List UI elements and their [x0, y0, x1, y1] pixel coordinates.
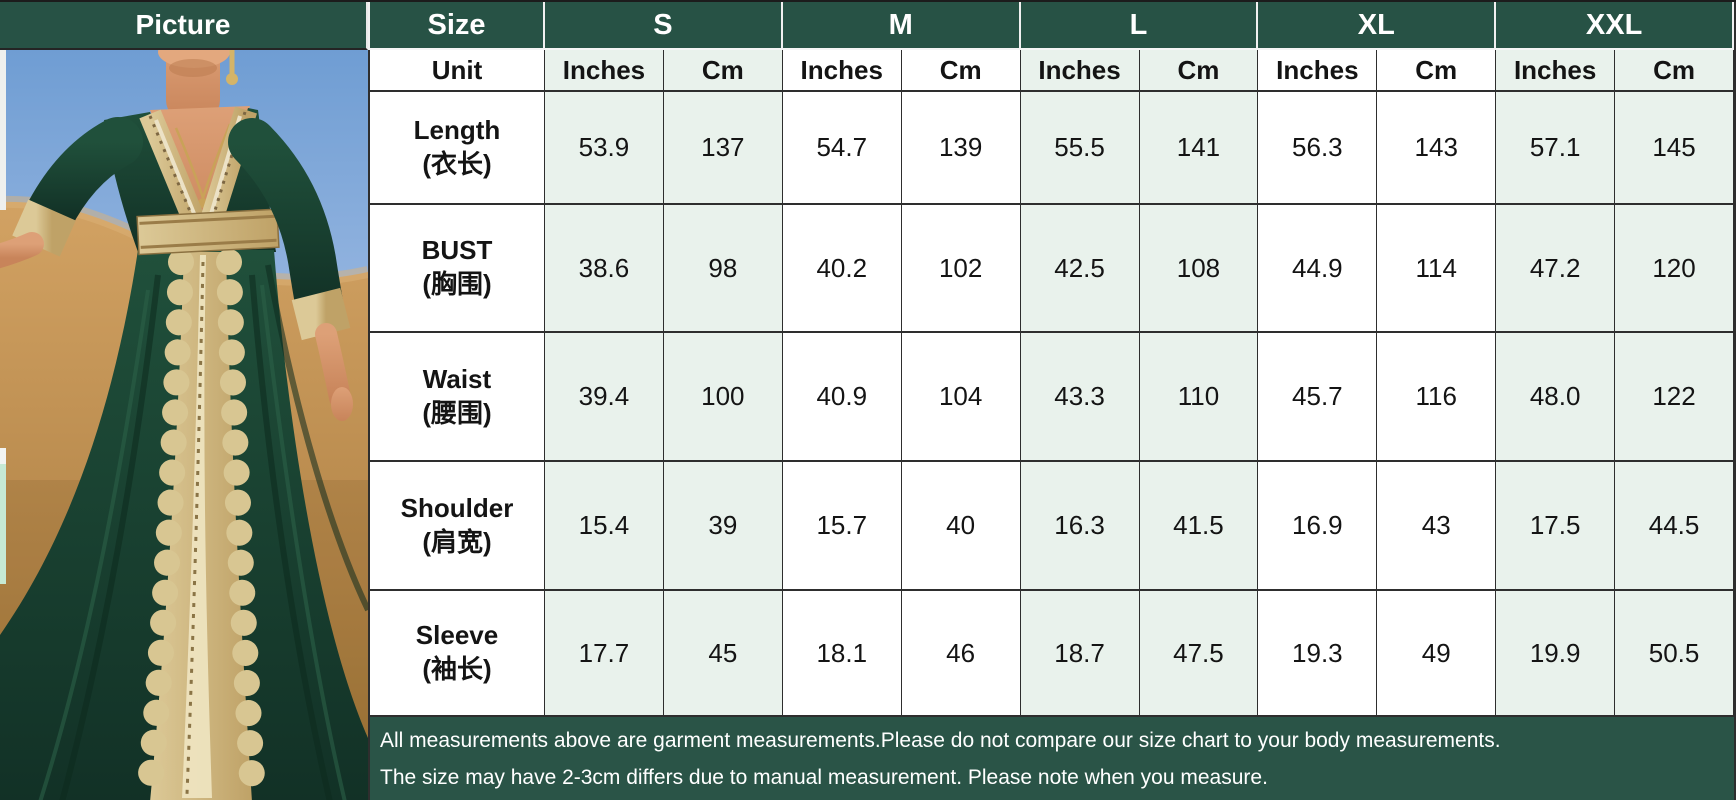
row-label-bust: BUST (胸围): [368, 205, 545, 333]
table-cell: 19.9: [1496, 591, 1616, 717]
row-label-en: BUST: [421, 235, 493, 266]
table-cell: 15.7: [782, 462, 902, 591]
unit-label: Unit: [368, 50, 545, 92]
unit-header-s-inches: Inches: [545, 50, 664, 92]
table-cell: 139: [901, 92, 1021, 205]
picture-column: Picture: [0, 2, 368, 800]
product-photo: [0, 50, 368, 800]
table-cell: 17.7: [545, 591, 664, 717]
table-cell: 98: [663, 205, 783, 333]
unit-header-xl-cm: Cm: [1377, 50, 1497, 92]
table-cell: 104: [901, 333, 1021, 462]
measurement-note: All measurements above are garment measu…: [368, 717, 1734, 800]
table-cell: 18.7: [1020, 591, 1140, 717]
row-label-length: Length (衣长): [368, 92, 545, 205]
size-table: Size S M L XL XXL Unit Inches Cm Inches …: [368, 2, 1736, 800]
table-cell: 57.1: [1496, 92, 1616, 205]
row-label-zh: (衣长): [422, 148, 492, 179]
table-cell: 137: [663, 92, 783, 205]
table-cell: 38.6: [545, 205, 664, 333]
unit-header-m-cm: Cm: [901, 50, 1021, 92]
table-cell: 40.2: [782, 205, 902, 333]
dress-photo-illustration: [0, 50, 368, 800]
row-label-en: Length: [413, 114, 501, 145]
table-cell: 122: [1615, 333, 1734, 462]
table-cell: 114: [1377, 205, 1497, 333]
row-label-en: Sleeve: [415, 620, 499, 651]
table-cell: 54.7: [782, 92, 902, 205]
size-col-header-s: S: [545, 2, 783, 50]
table-cell: 18.1: [782, 591, 902, 717]
table-cell: 47.5: [1139, 591, 1259, 717]
table-cell: 43.3: [1020, 333, 1140, 462]
table-cell: 145: [1615, 92, 1734, 205]
table-cell: 43: [1377, 462, 1497, 591]
table-cell: 53.9: [545, 92, 664, 205]
row-label-en: Waist: [422, 363, 492, 394]
table-cell: 49: [1377, 591, 1497, 717]
table-cell: 47.2: [1496, 205, 1616, 333]
row-label-waist: Waist (腰围): [368, 333, 545, 462]
size-col-header-m: M: [782, 2, 1021, 50]
table-cell: 102: [901, 205, 1021, 333]
table-cell: 16.3: [1020, 462, 1140, 591]
row-label-en: Shoulder: [400, 492, 514, 523]
table-cell: 41.5: [1139, 462, 1259, 591]
row-label-zh: (胸围): [422, 269, 492, 299]
table-cell: 46: [901, 591, 1021, 717]
size-col-header-xxl: XXL: [1496, 2, 1734, 50]
table-cell: 44.9: [1258, 205, 1378, 333]
table-cell: 45: [663, 591, 783, 717]
unit-header-xxl-inches: Inches: [1496, 50, 1616, 92]
table-cell: 56.3: [1258, 92, 1378, 205]
row-label-zh: (腰围): [422, 397, 492, 428]
table-cell: 40: [901, 462, 1021, 591]
unit-header-l-inches: Inches: [1020, 50, 1140, 92]
table-cell: 44.5: [1615, 462, 1734, 591]
table-cell: 42.5: [1020, 205, 1140, 333]
size-col-header-l: L: [1020, 2, 1259, 50]
size-header: Size: [368, 2, 545, 50]
table-cell: 110: [1139, 333, 1259, 462]
measurement-note-line2: The size may have 2-3cm differs due to m…: [380, 765, 1268, 789]
table-cell: 50.5: [1615, 591, 1734, 717]
row-label-shoulder: Shoulder (肩宽): [368, 462, 545, 591]
unit-header-l-cm: Cm: [1139, 50, 1259, 92]
table-cell: 45.7: [1258, 333, 1378, 462]
table-cell: 100: [663, 333, 783, 462]
unit-header-m-inches: Inches: [782, 50, 902, 92]
table-cell: 39.4: [545, 333, 664, 462]
measurement-note-line1: All measurements above are garment measu…: [380, 729, 1501, 753]
table-cell: 15.4: [545, 462, 664, 591]
table-cell: 143: [1377, 92, 1497, 205]
table-cell: 55.5: [1020, 92, 1140, 205]
table-cell: 141: [1139, 92, 1259, 205]
table-cell: 40.9: [782, 333, 902, 462]
picture-header: Picture: [0, 2, 368, 50]
unit-header-xl-inches: Inches: [1258, 50, 1378, 92]
unit-header-xxl-cm: Cm: [1615, 50, 1734, 92]
table-cell: 108: [1139, 205, 1259, 333]
unit-header-s-cm: Cm: [663, 50, 783, 92]
size-col-header-xl: XL: [1258, 2, 1497, 50]
table-cell: 17.5: [1496, 462, 1616, 591]
table-cell: 39: [663, 462, 783, 591]
row-label-sleeve: Sleeve (袖长): [368, 591, 545, 717]
row-label-zh: (肩宽): [422, 526, 492, 557]
table-cell: 116: [1377, 333, 1497, 462]
table-cell: 120: [1615, 205, 1734, 333]
table-cell: 48.0: [1496, 333, 1616, 462]
row-label-zh: (袖长): [422, 654, 492, 684]
table-cell: 19.3: [1258, 591, 1378, 717]
table-cell: 16.9: [1258, 462, 1378, 591]
